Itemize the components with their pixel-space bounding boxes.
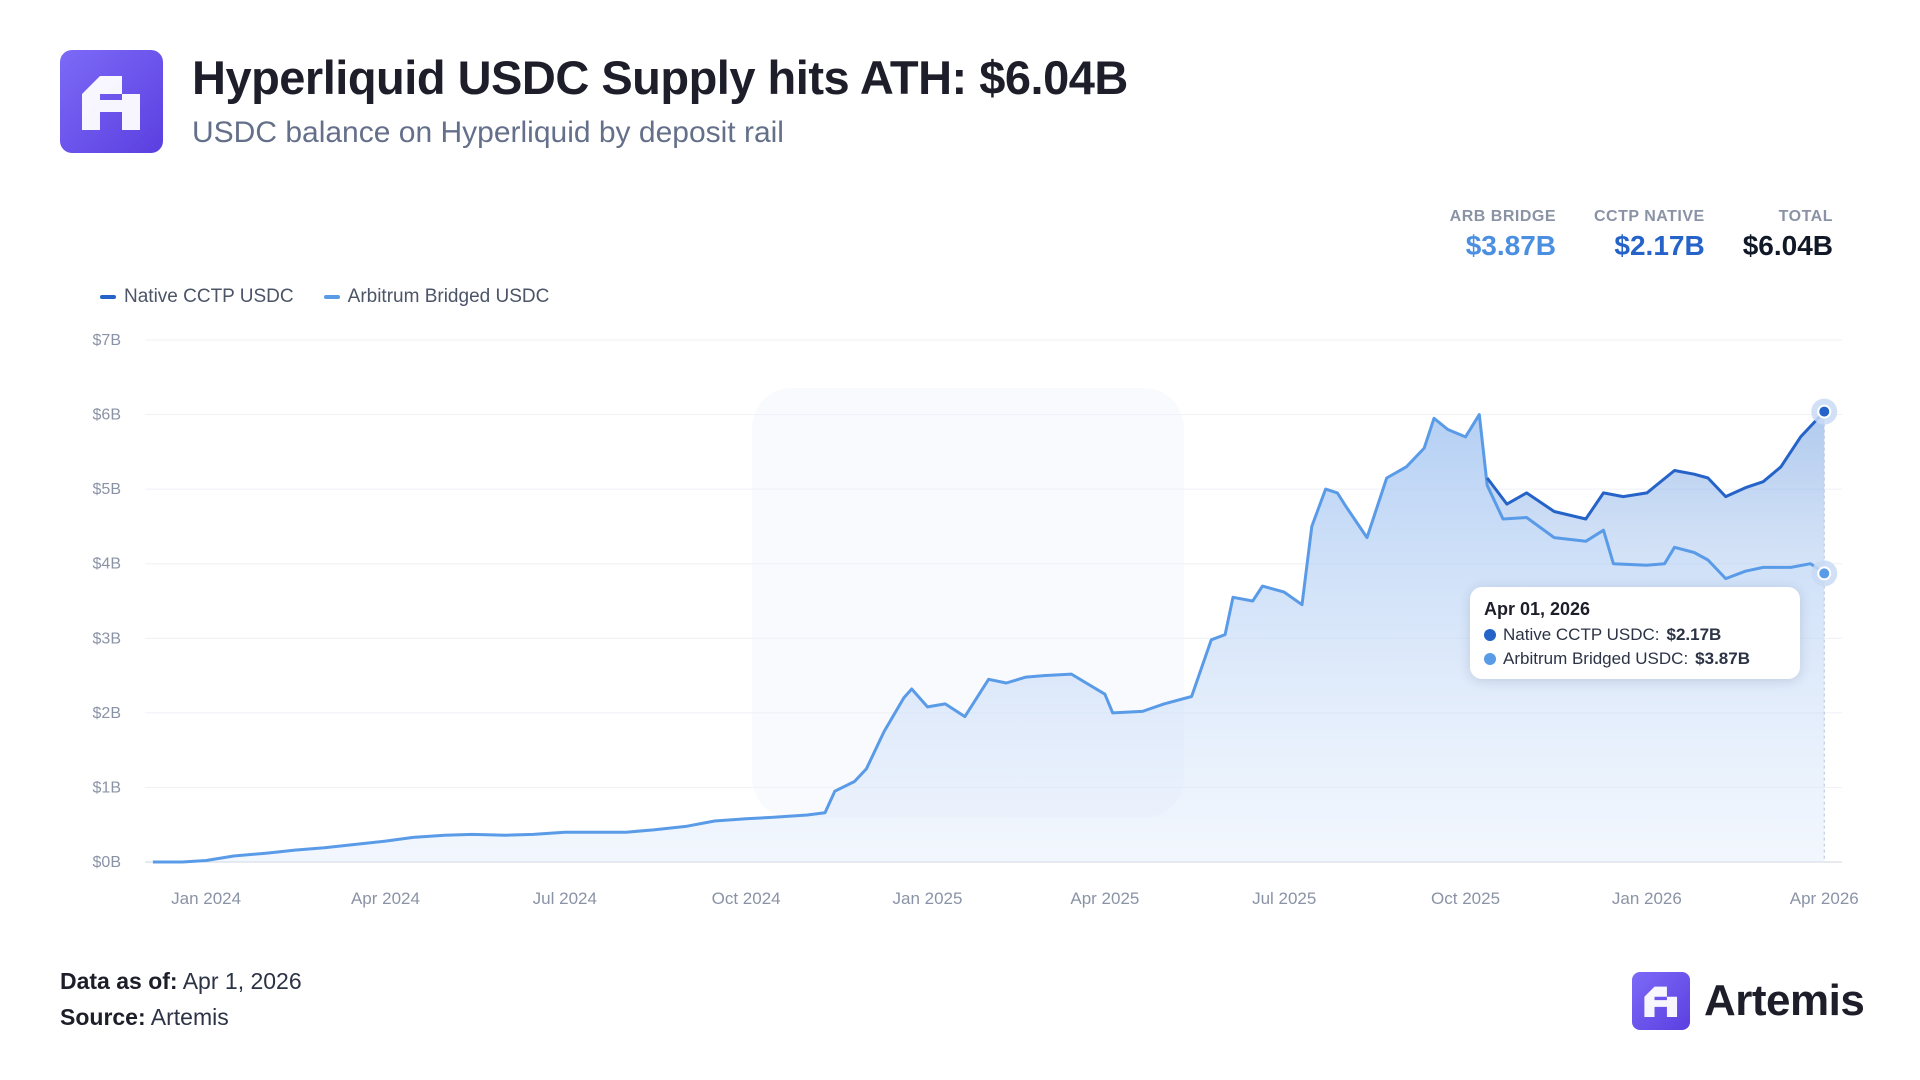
stat-label: ARB BRIDGE [1449, 208, 1556, 225]
artemis-logo-icon [1632, 972, 1690, 1030]
brand-name: Artemis [1704, 976, 1865, 1025]
hyperliquid-logo-icon [60, 50, 163, 153]
source-label: Source: [60, 1004, 146, 1030]
tooltip-row-native: Native CCTP USDC: $2.17B [1484, 623, 1786, 647]
tooltip-date: Apr 01, 2026 [1484, 599, 1591, 619]
page-subtitle: USDC balance on Hyperliquid by deposit r… [192, 116, 784, 149]
tooltip-dot [1484, 653, 1496, 665]
end-point-native-cctp [1817, 404, 1832, 419]
y-tick-label: $3B [93, 630, 121, 647]
x-tick-label: Apr 2024 [351, 889, 420, 908]
tooltip-label: Native CCTP USDC: [1503, 625, 1660, 644]
tooltip-label: Arbitrum Bridged USDC: [1503, 649, 1689, 668]
summary-stats: ARB BRIDGE $3.87B CCTP NATIVE $2.17B TOT… [1450, 208, 1833, 262]
y-tick-label: $6B [93, 407, 121, 424]
y-tick-label: $7B [93, 332, 121, 349]
legend-item-native-cctp[interactable]: Native CCTP USDC [100, 286, 294, 308]
data-as-of-value: Apr 1, 2026 [182, 968, 302, 994]
stat-value: $2.17B [1614, 230, 1705, 261]
legend-label: Native CCTP USDC [124, 286, 294, 307]
x-tick-label: Jan 2025 [892, 889, 962, 908]
end-point-arbitrum-bridged [1817, 566, 1832, 581]
legend-label: Arbitrum Bridged USDC [347, 286, 550, 307]
x-tick-label: Oct 2025 [1431, 889, 1500, 908]
x-tick-label: Apr 2026 [1790, 889, 1859, 908]
tooltip-row-arbitrum: Arbitrum Bridged USDC: $3.87B [1484, 647, 1786, 671]
y-tick-label: $1B [93, 779, 121, 796]
stat-arb-bridge: ARB BRIDGE $3.87B [1450, 208, 1556, 262]
y-tick-label: $2B [93, 705, 121, 722]
area-arbitrum-bridged [152, 414, 1825, 862]
legend-swatch [100, 295, 116, 299]
x-tick-label: Oct 2024 [712, 889, 781, 908]
stat-total: TOTAL $6.04B [1743, 208, 1833, 262]
chart-legend: Native CCTP USDC Arbitrum Bridged USDC [100, 286, 549, 308]
y-tick-label: $0B [93, 854, 121, 871]
stat-label: TOTAL [1778, 208, 1833, 225]
x-tick-label: Jan 2024 [171, 889, 241, 908]
legend-swatch [323, 295, 340, 299]
artemis-brand: Artemis [1632, 972, 1865, 1030]
stat-value: $6.04B [1742, 230, 1833, 261]
legend-item-arbitrum-bridged[interactable]: Arbitrum Bridged USDC [323, 286, 550, 308]
y-tick-label: $4B [93, 556, 121, 573]
page-title: Hyperliquid USDC Supply hits ATH: $6.04B [192, 51, 1128, 104]
data-as-of-label: Data as of: [60, 968, 178, 994]
area-native-cctp [1487, 411, 1825, 579]
stat-value: $3.87B [1465, 230, 1556, 261]
series-line-native-cctp [1486, 410, 1826, 521]
tooltip-dot [1484, 629, 1496, 641]
tooltip-value: $2.17B [1666, 625, 1722, 644]
x-tick-label: Jul 2025 [1252, 889, 1316, 908]
data-as-of: Data as of: Apr 1, 2026 [60, 968, 302, 995]
source-value: Artemis [150, 1004, 229, 1030]
chart-tooltip: Apr 01, 2026 Native CCTP USDC: $2.17B Ar… [1470, 587, 1800, 679]
stat-cctp-native: CCTP NATIVE $2.17B [1594, 208, 1705, 262]
series-line-arbitrum-bridged [152, 413, 1826, 864]
y-tick-label: $5B [93, 481, 121, 498]
x-tick-label: Jul 2024 [533, 889, 597, 908]
x-tick-label: Jan 2026 [1612, 889, 1682, 908]
stat-label: CCTP NATIVE [1594, 208, 1705, 225]
source: Source: Artemis [60, 1004, 229, 1031]
x-tick-label: Apr 2025 [1070, 889, 1139, 908]
tooltip-value: $3.87B [1695, 649, 1750, 668]
